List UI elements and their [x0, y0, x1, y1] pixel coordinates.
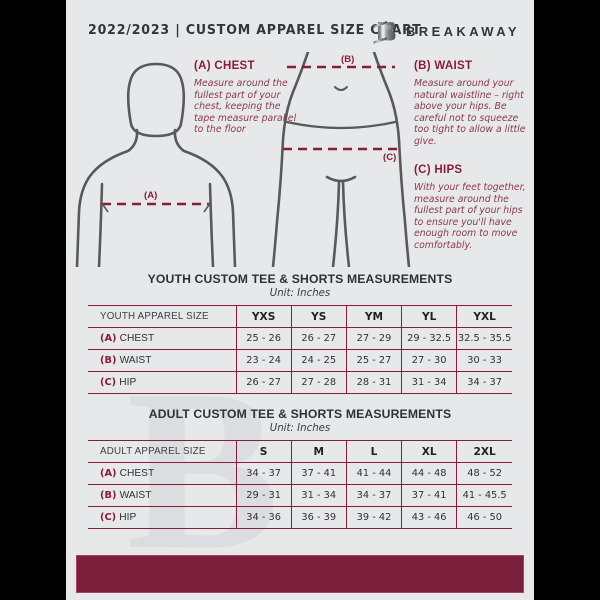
adult-waist-0: 29 - 31 — [235, 484, 292, 507]
callout-hips: (C) HIPS With your feet together, measur… — [414, 164, 528, 252]
callout-hips-title: (C) HIPS — [414, 164, 463, 176]
adult-hip-3: 43 - 46 — [401, 506, 457, 529]
callout-chest-body: Measure around the fullest part of your … — [194, 78, 297, 136]
page-title: 2022/2023 | CUSTOM APPAREL SIZE CHART — [88, 22, 422, 38]
youth-chest-3: 29 - 32.5 — [401, 327, 457, 350]
youth-chest-1: 26 - 27 — [290, 327, 347, 350]
youth-waist-1: 24 - 25 — [290, 349, 347, 372]
youth-hip-2: 28 - 31 — [345, 371, 402, 394]
row-label: CHEST — [119, 333, 155, 344]
youth-table-unit: Unit: Inches — [269, 288, 331, 299]
adult-chest-3: 44 - 48 — [401, 462, 457, 485]
adult-size-header: ADULT APPAREL SIZE — [88, 440, 236, 463]
row-mark: (C) — [100, 512, 117, 523]
youth-size-col-4: YXL — [456, 305, 512, 328]
adult-table-unit: Unit: Inches — [269, 423, 331, 434]
hip-measure-label: (C) — [383, 152, 397, 163]
youth-hip-4: 34 - 37 — [456, 371, 512, 394]
youth-chest-2: 27 - 29 — [345, 327, 402, 350]
chest-measure-label: (A) — [144, 190, 158, 201]
youth-chest-0: 25 - 26 — [235, 327, 292, 350]
youth-waist-0: 23 - 24 — [235, 349, 292, 372]
adult-size-col-0: S — [235, 440, 292, 463]
adult-chest-1: 37 - 41 — [290, 462, 347, 485]
adult-waist-2: 34 - 37 — [345, 484, 402, 507]
adult-waist-1: 31 - 34 — [290, 484, 347, 507]
youth-row-hip-label: (C) HIP — [88, 371, 236, 394]
youth-row-waist-label: (B) WAIST — [88, 349, 236, 372]
table-row: (C) HIP 26 - 27 27 - 28 28 - 31 31 - 34 … — [88, 371, 512, 394]
youth-size-col-2: YM — [345, 305, 402, 328]
callout-chest: (A) CHEST Measure around the fullest par… — [194, 60, 302, 136]
table-row: (B) WAIST 29 - 31 31 - 34 34 - 37 37 - 4… — [88, 484, 512, 507]
adult-row-waist-label: (B) WAIST — [88, 484, 236, 507]
row-mark: (C) — [100, 377, 117, 388]
row-label: HIP — [119, 377, 137, 388]
youth-hip-0: 26 - 27 — [235, 371, 292, 394]
row-mark: (A) — [100, 333, 117, 344]
callout-waist-body: Measure around your natural waistline – … — [414, 78, 526, 147]
breakaway-b-monogram-icon — [371, 18, 397, 46]
adult-waist-4: 41 - 45.5 — [456, 484, 512, 507]
youth-size-col-0: YXS — [235, 305, 292, 328]
youth-waist-4: 30 - 33 — [456, 349, 512, 372]
adult-hip-0: 34 - 36 — [235, 506, 292, 529]
table-row: (C) HIP 34 - 36 36 - 39 39 - 42 43 - 46 … — [88, 506, 512, 529]
row-label: CHEST — [119, 468, 155, 479]
youth-hip-3: 31 - 34 — [401, 371, 457, 394]
adult-chest-4: 48 - 52 — [456, 462, 512, 485]
row-label: WAIST — [119, 355, 152, 366]
youth-row-chest-label: (A) CHEST — [88, 327, 236, 350]
table-row: (A) CHEST 34 - 37 37 - 41 41 - 44 44 - 4… — [88, 462, 512, 485]
adult-size-table: ADULT APPAREL SIZE S M L XL 2XL (A) CHES… — [88, 440, 512, 529]
chest-measure-line — [100, 201, 212, 213]
youth-measurements-section: YOUTH CUSTOM TEE & SHORTS MEASUREMENTS U… — [88, 272, 512, 394]
row-mark: (B) — [100, 490, 117, 501]
youth-size-header: YOUTH APPAREL SIZE — [88, 305, 236, 328]
adult-measurements-section: ADULT CUSTOM TEE & SHORTS MEASUREMENTS U… — [88, 407, 512, 529]
table-header-row: YOUTH APPAREL SIZE YXS YS YM YL YXL — [88, 305, 512, 328]
adult-row-hip-label: (C) HIP — [88, 506, 236, 529]
youth-size-col-1: YS — [290, 305, 347, 328]
footer-bar — [76, 555, 524, 593]
page-header: 2022/2023 | CUSTOM APPAREL SIZE CHART — [66, 18, 534, 46]
table-header-row: ADULT APPAREL SIZE S M L XL 2XL — [88, 440, 512, 463]
youth-size-col-3: YL — [401, 305, 457, 328]
size-chart-page: B 2022/2023 | CUSTOM APPAREL SIZE CHART — [66, 0, 534, 600]
row-mark: (B) — [100, 355, 117, 366]
adult-hip-4: 46 - 50 — [456, 506, 512, 529]
youth-hip-1: 27 - 28 — [290, 371, 347, 394]
row-label: WAIST — [119, 490, 152, 501]
callout-hips-body: With your feet together, measure around … — [414, 182, 526, 251]
adult-table-title: ADULT CUSTOM TEE & SHORTS MEASUREMENTS — [148, 407, 452, 421]
table-row: (A) CHEST 25 - 26 26 - 27 27 - 29 29 - 3… — [88, 327, 512, 350]
upper-body-figure: (A) — [68, 52, 258, 272]
adult-size-col-3: XL — [401, 440, 457, 463]
youth-waist-2: 25 - 27 — [345, 349, 402, 372]
youth-size-table: YOUTH APPAREL SIZE YXS YS YM YL YXL (A) … — [88, 305, 512, 394]
brand-name: BREAKAWAY — [406, 24, 520, 39]
callout-waist: (B) WAIST Measure around your natural wa… — [414, 60, 526, 148]
callout-chest-title: (A) CHEST — [194, 60, 255, 72]
adult-hip-2: 39 - 42 — [345, 506, 402, 529]
adult-size-col-1: M — [290, 440, 347, 463]
youth-waist-3: 27 - 30 — [401, 349, 457, 372]
adult-hip-1: 36 - 39 — [290, 506, 347, 529]
youth-table-title: YOUTH CUSTOM TEE & SHORTS MEASUREMENTS — [147, 272, 453, 286]
adult-row-chest-label: (A) CHEST — [88, 462, 236, 485]
adult-size-col-4: 2XL — [456, 440, 512, 463]
youth-chest-4: 32.5 - 35.5 — [456, 327, 512, 350]
callout-waist-title: (B) WAIST — [414, 60, 473, 72]
waist-measure-label: (B) — [341, 54, 355, 65]
row-label: HIP — [119, 512, 137, 523]
adult-chest-0: 34 - 37 — [235, 462, 292, 485]
adult-size-col-2: L — [345, 440, 402, 463]
measurement-diagrams: (A) — [66, 50, 534, 269]
lower-body-figure: (B) (C) — [261, 50, 421, 272]
adult-chest-2: 41 - 44 — [345, 462, 402, 485]
table-row: (B) WAIST 23 - 24 24 - 25 25 - 27 27 - 3… — [88, 349, 512, 372]
adult-waist-3: 37 - 41 — [401, 484, 457, 507]
row-mark: (A) — [100, 468, 117, 479]
